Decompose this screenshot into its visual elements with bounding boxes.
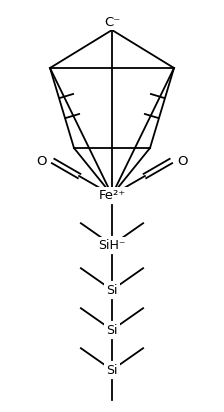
Text: C⁻: C⁻ <box>104 16 120 28</box>
Text: Si: Si <box>106 283 118 297</box>
Text: SiH⁻: SiH⁻ <box>98 239 126 251</box>
Text: Fe²⁺: Fe²⁺ <box>98 189 126 201</box>
Text: Si: Si <box>106 363 118 377</box>
Text: Si: Si <box>106 323 118 337</box>
Text: O: O <box>177 154 187 168</box>
Text: O: O <box>37 154 47 168</box>
